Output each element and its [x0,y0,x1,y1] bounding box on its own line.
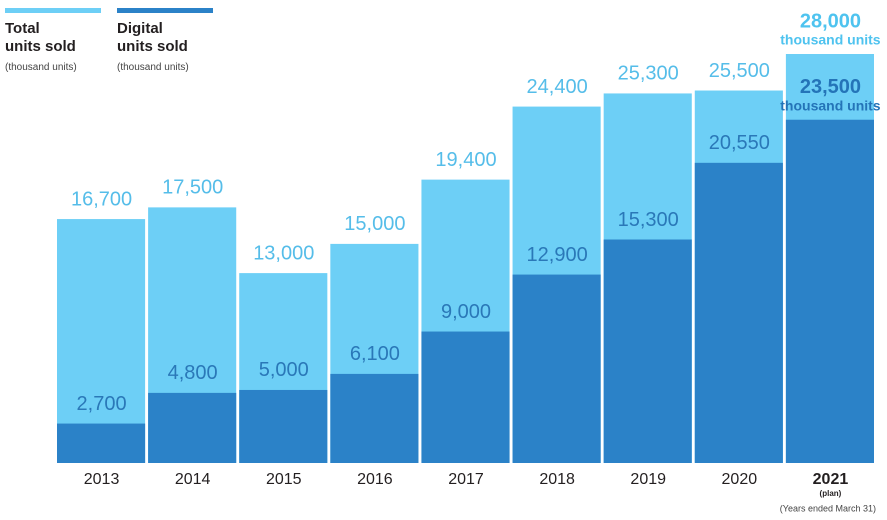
x-tick-label: 2014 [175,471,211,488]
bar [603,239,692,463]
value-label: 4,800 [168,362,218,384]
legend-item: Total units sold (thousand units) [5,8,101,73]
value-label: 12,900 [527,244,588,266]
value-label: 19,400 [435,149,496,171]
value-label: 23,500 [800,76,861,98]
bar [694,162,783,463]
x-tick-label: 2017 [448,471,484,488]
value-label: 25,300 [618,63,679,85]
x-tick-label: 2020 [722,471,758,488]
bar [57,219,146,463]
legend-unit: (thousand units) [117,62,189,73]
value-label: 6,100 [350,343,400,365]
value-label: 9,000 [441,301,491,323]
value-label: 25,500 [709,60,770,82]
value-label: 5,000 [259,359,309,381]
bar [421,331,510,463]
legend-label: Total units sold [5,20,76,55]
value-unit: thousand units [780,97,881,113]
value-label: 15,000 [344,213,405,235]
bar [148,392,237,463]
value-unit: thousand units [780,32,881,48]
x-tick-label: 2019 [630,471,666,488]
x-tick-label: 2018 [539,471,575,488]
bar [239,389,328,463]
value-label: 20,550 [709,132,770,154]
x-tick-label: 2021 [813,471,849,488]
legend-item: Digital units sold (thousand units) [117,8,213,73]
plan-label: (plan) [820,489,842,498]
value-label: 2,700 [77,393,127,415]
bar [785,119,874,463]
x-tick-label: 2013 [84,471,120,488]
value-label: 16,700 [71,188,132,210]
note: (Years ended March 31) [780,503,876,513]
legend-label: Digital units sold [117,20,188,55]
legend-swatch [5,8,101,13]
bar [330,373,419,463]
value-label: 28,000 [800,10,861,32]
value-label: 13,000 [253,242,314,264]
x-tick-label: 2015 [266,471,302,488]
bar [512,274,601,463]
x-tick-label: 2016 [357,471,393,488]
bar [57,423,146,463]
value-label: 15,300 [618,209,679,231]
value-label: 17,500 [162,177,223,199]
legend-swatch [117,8,213,13]
value-label: 24,400 [527,76,588,98]
legend-unit: (thousand units) [5,62,77,73]
